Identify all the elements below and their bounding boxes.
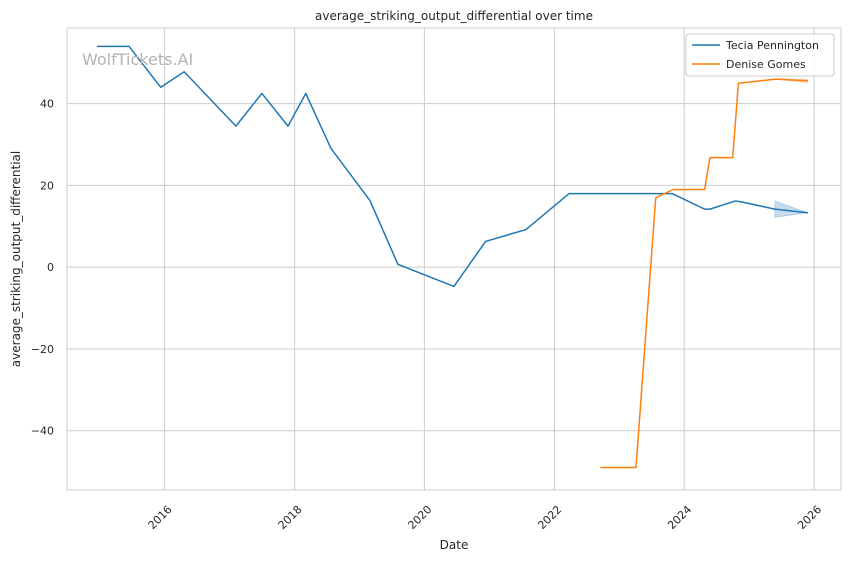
x-tick-label: 2018 [276, 503, 305, 532]
legend-label-tecia-pennington: Tecia Pennington [725, 39, 819, 52]
y-axis-label: average_striking_output_differential [9, 151, 23, 367]
y-tick-label: −40 [31, 425, 54, 438]
plot-background [67, 28, 841, 490]
legend-label-denise-gomes: Denise Gomes [726, 58, 806, 71]
x-tick-label: 2016 [146, 503, 175, 532]
legend: Tecia Pennington Denise Gomes [685, 33, 835, 77]
watermark: WolfTickets.AI [82, 50, 193, 69]
legend-frame [685, 33, 835, 77]
x-tick-label: 2026 [795, 503, 824, 532]
y-tick-label: 40 [40, 98, 54, 111]
chart-title: average_striking_output_differential ove… [315, 9, 593, 23]
series-line-tecia-pennington [96, 45, 809, 288]
x-tick-label: 2022 [535, 503, 564, 532]
x-axis-label: Date [440, 538, 469, 552]
y-tick-label: 20 [40, 179, 54, 192]
y-tick-label: −20 [31, 343, 54, 356]
x-tick-label: 2020 [405, 503, 434, 532]
plot-frame [66, 27, 842, 491]
series-line-denise-gomes [600, 78, 809, 469]
grid-lines [67, 28, 841, 490]
x-tick-label: 2024 [665, 503, 694, 532]
series-lines [96, 45, 809, 469]
y-tick-labels: −40 −20 0 20 40 [31, 98, 54, 438]
y-tick-label: 0 [47, 261, 54, 274]
x-tick-labels: 2016 2018 2020 2022 2024 2026 [146, 503, 825, 532]
